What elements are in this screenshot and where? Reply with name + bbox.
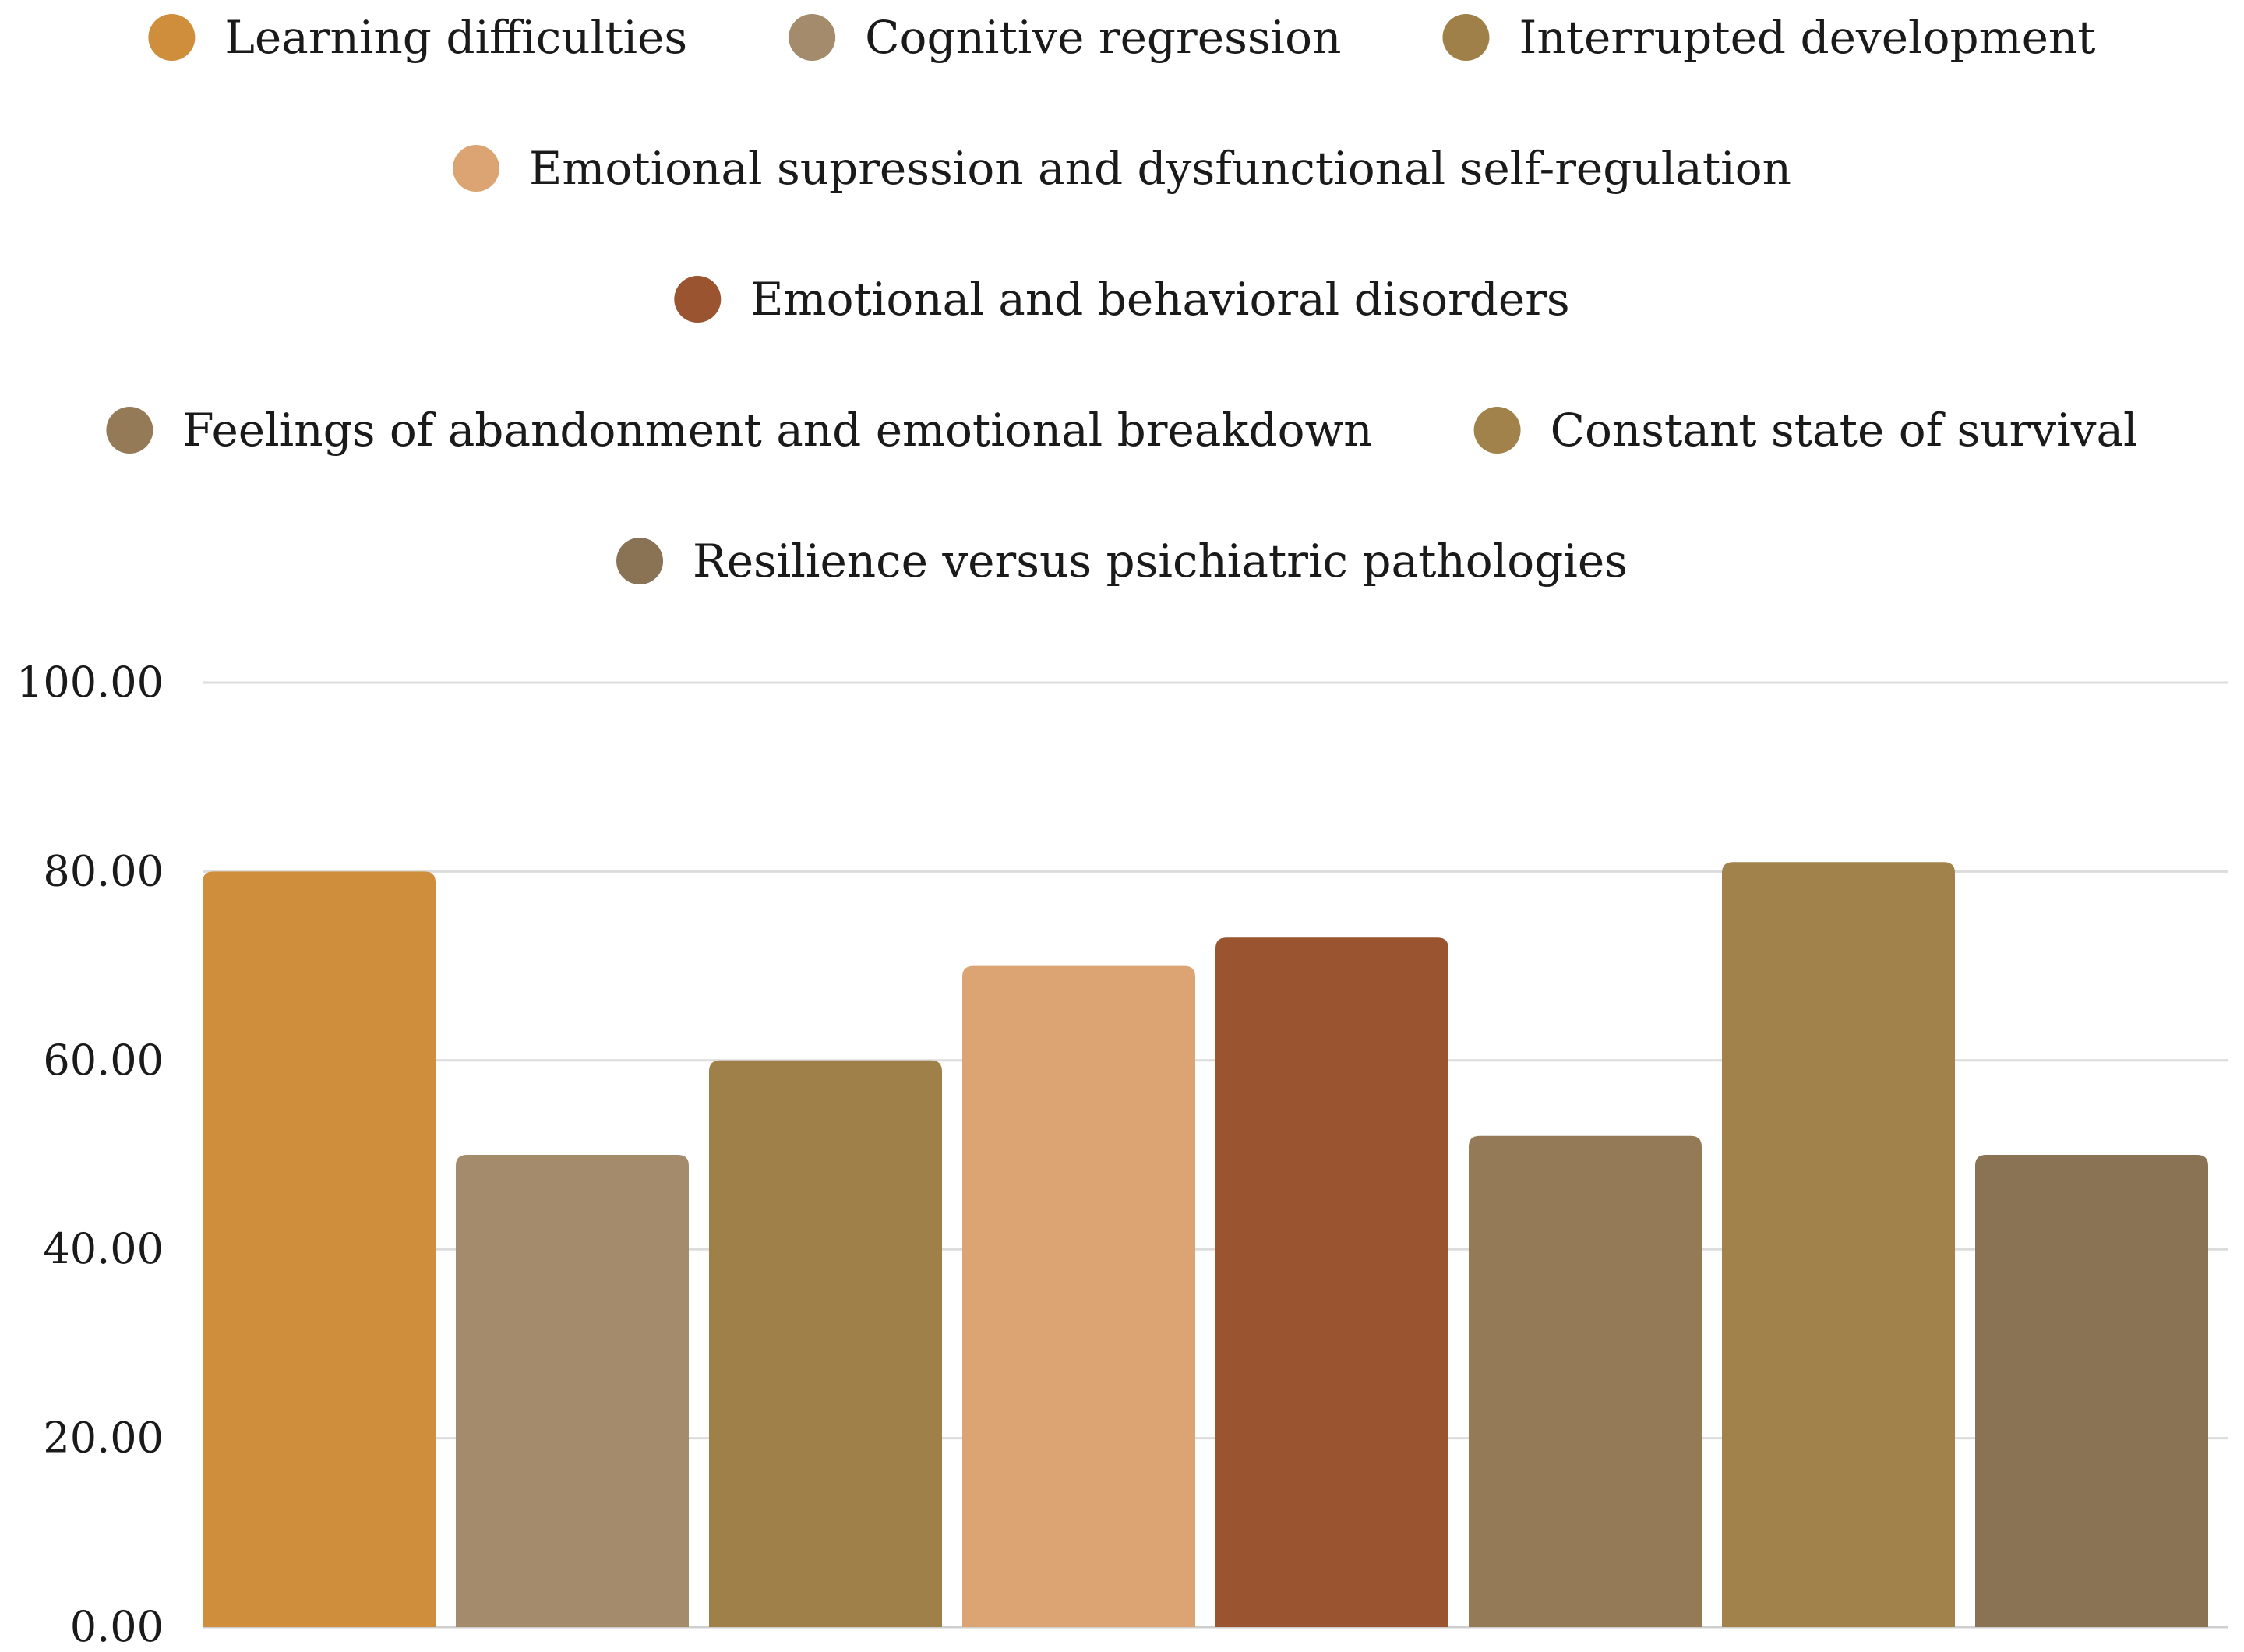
y-tick-label: 60.00	[43, 1036, 164, 1085]
legend-label: Emotional and behavioral disorders	[750, 273, 1569, 326]
bar-learning-difficulties	[203, 871, 436, 1627]
legend-item: Feelings of abandonment and emotional br…	[106, 404, 1373, 457]
bar-cognitive-regression	[456, 1155, 689, 1627]
legend-marker-icon	[616, 538, 664, 584]
legend-row: Feelings of abandonment and emotional br…	[106, 404, 2138, 457]
legend-marker-icon	[1442, 14, 1490, 61]
legend-marker-icon	[106, 407, 153, 454]
y-tick-label: 0.00	[70, 1602, 164, 1651]
legend-label: Constant state of survival	[1551, 404, 2138, 457]
bar-emotional-and-behavioral-disorders	[1216, 937, 1448, 1627]
legend-row: Emotional supression and dysfunctional s…	[453, 142, 1791, 195]
legend-item: Cognitive regression	[789, 11, 1341, 64]
chart-legend: Learning difficulties Cognitive regressio…	[106, 11, 2138, 588]
y-tick-label: 20.00	[43, 1414, 164, 1463]
legend-label: Learning difficulties	[224, 11, 687, 64]
legend-row: Emotional and behavioral disorders	[674, 273, 1570, 326]
y-tick-label: 80.00	[43, 846, 164, 895]
legend-marker-icon	[789, 14, 836, 61]
y-tick-label: 100.00	[16, 658, 164, 707]
bar-constant-state-of-survival	[1722, 862, 1955, 1627]
bar-resilience-versus-psichiatric-pathologies	[1975, 1155, 2208, 1627]
legend-item: Interrupted development	[1442, 11, 2096, 64]
legend-label: Interrupted development	[1519, 11, 2095, 64]
bar-feelings-of-abandonment-and-emotional-breakdown	[1469, 1135, 1702, 1627]
bar-interrupted-development	[709, 1060, 942, 1627]
legend-marker-icon	[674, 276, 722, 323]
y-axis: 0.00 20.00 40.00 60.00 80.00 100.00	[16, 658, 164, 1651]
legend-item: Constant state of survival	[1473, 404, 2138, 457]
bar-emotional-supression-and-dysfunctional-self-regulation	[962, 965, 1195, 1627]
legend-row: Learning difficulties Cognitive regressio…	[148, 11, 2096, 64]
legend-marker-icon	[148, 14, 196, 61]
legend-marker-icon	[453, 145, 500, 192]
y-tick-label: 40.00	[43, 1224, 164, 1273]
legend-label: Emotional supression and dysfunctional s…	[529, 142, 1791, 195]
legend-item: Resilience versus psichiatric pathologie…	[616, 535, 1628, 588]
legend-item: Emotional supression and dysfunctional s…	[453, 142, 1791, 195]
legend-item: Emotional and behavioral disorders	[674, 273, 1570, 326]
legend-label: Cognitive regression	[865, 11, 1341, 64]
legend-row: Resilience versus psichiatric pathologie…	[616, 535, 1628, 588]
legend-item: Learning difficulties	[148, 11, 687, 64]
legend-label: Resilience versus psichiatric pathologie…	[693, 535, 1628, 588]
legend-label: Feelings of abandonment and emotional br…	[182, 404, 1372, 457]
chart-bars	[203, 862, 2208, 1627]
legend-marker-icon	[1473, 407, 1521, 454]
